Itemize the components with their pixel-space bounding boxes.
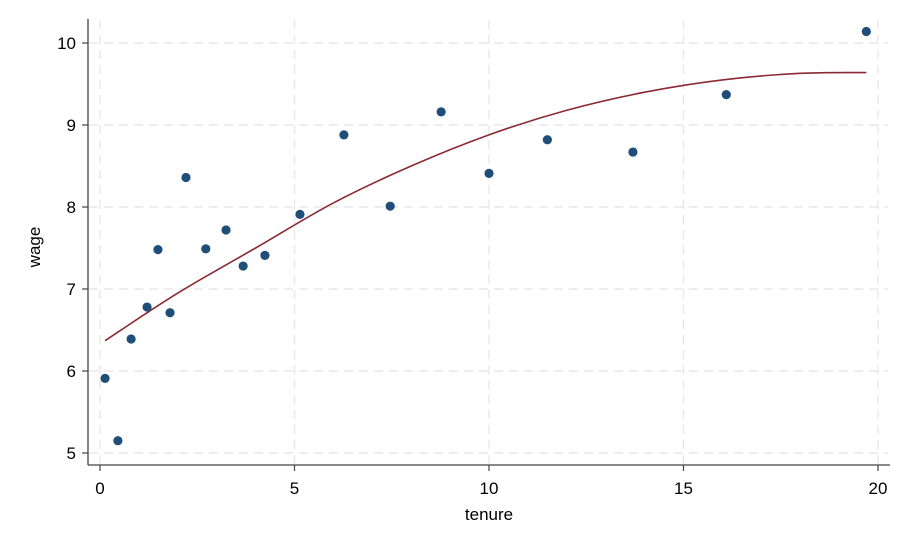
data-point xyxy=(542,135,552,145)
x-tick-label: 5 xyxy=(290,479,299,498)
x-axis-title: tenure xyxy=(465,505,513,524)
grid-lines xyxy=(89,20,888,464)
data-point xyxy=(339,130,349,140)
data-point xyxy=(113,436,123,446)
data-point xyxy=(721,90,731,100)
data-point xyxy=(861,26,871,37)
data-point xyxy=(165,308,175,318)
data-point xyxy=(385,201,395,211)
data-point xyxy=(126,334,136,344)
fit-line xyxy=(104,71,867,342)
x-axis-ticks: 0 5 10 15 20 xyxy=(95,465,887,498)
y-tick-label: 6 xyxy=(67,362,76,381)
x-tick-label: 10 xyxy=(480,479,499,498)
y-tick-label: 9 xyxy=(67,116,76,135)
data-point xyxy=(628,147,638,157)
data-point xyxy=(142,302,152,312)
y-axis-ticks: 5 6 7 8 9 10 xyxy=(57,34,88,463)
y-axis-title: wage xyxy=(25,227,44,269)
data-point xyxy=(153,245,163,255)
y-tick-label: 8 xyxy=(67,198,76,217)
y-tick-label: 7 xyxy=(67,280,76,299)
data-point xyxy=(436,107,446,117)
data-point xyxy=(484,168,494,178)
fit-curve xyxy=(104,71,867,342)
scatter-points xyxy=(100,26,871,446)
data-point xyxy=(238,261,248,271)
data-point xyxy=(260,250,270,260)
data-point xyxy=(295,209,305,219)
data-point xyxy=(201,244,211,254)
x-tick-label: 20 xyxy=(869,479,888,498)
x-tick-label: 15 xyxy=(674,479,693,498)
y-tick-label: 5 xyxy=(67,444,76,463)
y-tick-label: 10 xyxy=(57,34,76,53)
x-tick-label: 0 xyxy=(95,479,104,498)
data-point xyxy=(100,373,110,383)
data-point xyxy=(181,172,191,183)
data-point xyxy=(221,225,231,235)
